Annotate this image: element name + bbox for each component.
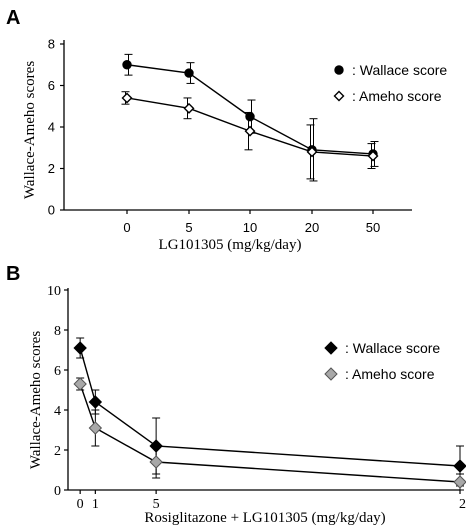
panel-a-series-0-point [122,60,132,70]
panel-a-y-tick-label: 8 [48,37,55,52]
panel-a-y-tick-label: 6 [48,78,55,93]
panel-b-series-0-point [88,395,103,409]
panel-b-x-tick-label: 0 [77,497,84,512]
panel-b-series-1-line [79,383,461,483]
panel-b-series-1-point [88,421,103,435]
panel-a-series-1-point [306,146,318,158]
panel-b-y-axis-title: Wallace-Ameho scores [28,331,44,469]
panel-b-y-tick-label: 4 [54,404,61,419]
panel-a-ticks: 0 2 4 6 8 0 5 10 20 50 [48,37,380,236]
panel-b-y-tick-label: 2 [54,444,61,459]
panel-a: A Wallace-Ameho scores LG101305 (mg/kg/d… [6,7,447,253]
panel-a-x-tick-label: 20 [305,220,319,235]
panel-a-legend-label-0: : Wallace score [352,62,447,78]
panel-b-series-1-point [149,455,163,469]
panel-a-x-tick-label: 0 [123,220,130,235]
panel-a-series-1-point [367,150,379,162]
panel-b-series [73,337,466,491]
panel-b-y-tick-label: 6 [54,364,61,379]
panel-a-legend-label-1: : Ameho score [352,88,442,104]
panel-b-x-tick-label: 5 [153,497,160,512]
panel-b-legend-label-1: : Ameho score [345,366,435,382]
panel-b-series-0-point [453,459,466,473]
panel-b-letter: B [6,263,20,285]
panel-a-y-tick-label: 2 [48,161,55,176]
panel-b-y-tick-label: 0 [54,484,61,499]
panel-a-x-tick-label: 5 [185,220,192,235]
panel-b-axes [67,288,460,491]
panel-b-series-1-point [453,475,466,489]
panel-b-legend-marker-1 [324,367,338,381]
panel-b-x-axis-title: Rosiglitazone + LG101305 (mg/kg/day) [144,510,385,526]
panel-a-y-tick-label: 0 [48,203,55,218]
panel-a-series [121,53,379,182]
panel-a-series-1-point [183,102,195,114]
panel-a-legend-marker-1 [333,90,345,102]
panel-a-x-tick-label: 10 [243,220,257,235]
panel-a-axes [63,40,412,211]
panel-b-series-0-point [73,341,87,355]
panel-a-series-1-point [244,125,256,137]
panel-a-legend-marker-0 [334,65,344,75]
panel-a-x-tick-label: 50 [366,220,380,235]
panel-b-y-tick-label: 10 [47,284,61,299]
panel-b-series-1-point [73,377,87,391]
panel-b-x-tick-label: 1 [92,497,99,512]
panel-a-series-0-point [184,68,194,78]
panel-a-x-axis-title: LG101305 (mg/kg/day) [159,237,302,253]
panel-a-letter: A [6,7,20,29]
panel-b-x-tick-label: 2 [459,497,466,512]
panel-b-legend-label-0: : Wallace score [345,340,440,356]
panel-a-y-axis-title: Wallace-Ameho scores [22,61,38,199]
panel-b-series-0-line [79,347,461,467]
panel-a-series-0-point [245,111,255,122]
panel-a-legend: : Wallace score : Ameho score [333,62,447,104]
panel-a-series-1-point [121,92,133,104]
panel-b-legend-marker-0 [324,341,338,355]
panel-b-legend: : Wallace score : Ameho score [324,340,440,382]
panel-a-y-tick-label: 4 [48,120,55,135]
panel-a-series-0-line [126,64,374,155]
panel-b: B Wallace-Ameho scores Rosiglitazone + L… [6,263,466,526]
panel-b-y-tick-label: 8 [54,324,61,339]
